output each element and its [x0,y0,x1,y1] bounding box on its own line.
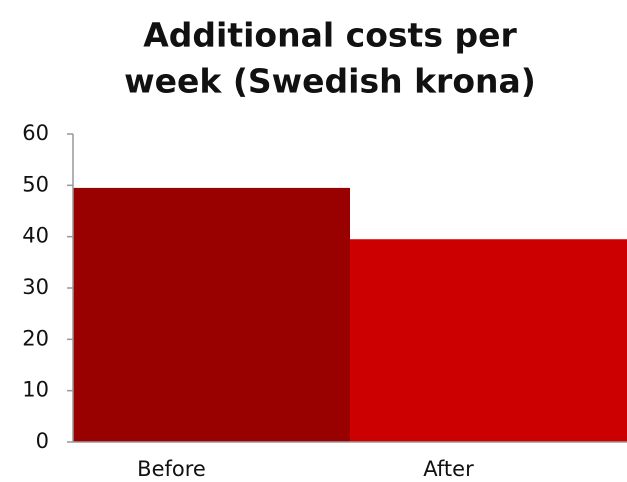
x-tick-label: After [423,457,474,481]
chart-title: week (Swedish krona) [124,62,536,101]
bar [73,187,350,442]
y-tick-label: 40 [22,224,49,248]
y-tick-label: 50 [22,172,49,196]
chart-title: Additional costs per [143,16,517,55]
y-tick-label: 20 [22,326,49,350]
y-tick-label: 10 [22,378,49,402]
y-tick-label: 0 [36,429,49,453]
y-tick-label: 60 [22,121,49,145]
x-tick-label: Before [137,457,206,481]
bar [350,239,627,442]
y-tick-label: 30 [22,275,49,299]
